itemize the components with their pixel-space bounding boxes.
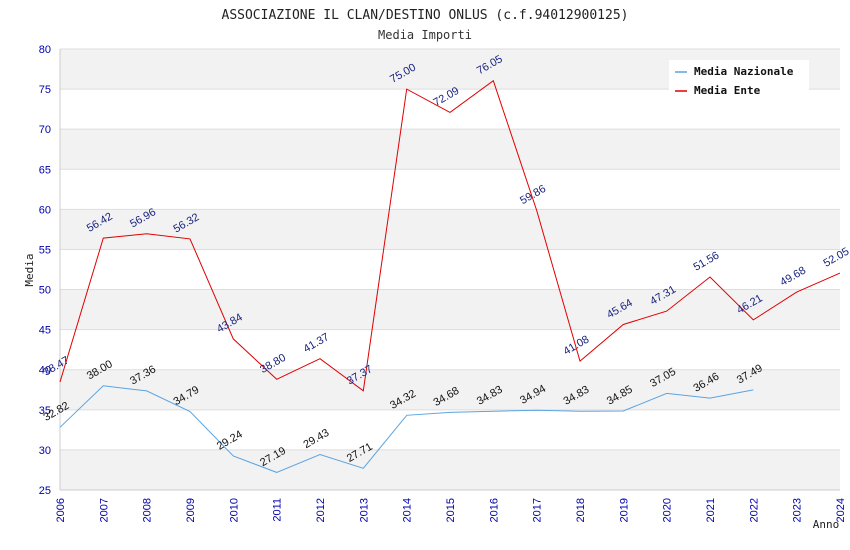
data-label: 59.86 [518, 183, 548, 207]
x-tick-label: 2019 [618, 498, 630, 522]
plot-band [60, 369, 840, 410]
plot-band [60, 209, 840, 250]
series-lines [59, 79, 841, 473]
y-ticks: 25 30 35 40 45 50 55 60 65 70 75 80 [39, 44, 51, 497]
x-tick-label: 2018 [575, 498, 587, 522]
y-tick-label: 40 [39, 365, 51, 377]
plot-bands [60, 49, 840, 490]
data-label: 29.24 [215, 428, 245, 452]
plot-band [60, 449, 840, 490]
series-line-media-nazionale [59, 385, 754, 473]
x-ticks: 2006 2007 2008 2009 2010 2011 2012 2013 2014 2015… [55, 498, 847, 522]
chart-title: ASSOCIAZIONE IL CLAN/DESTINO ONLUS (c.f.… [222, 8, 629, 23]
x-tick-label: 2009 [185, 498, 197, 522]
x-tick-label: 2012 [315, 498, 327, 522]
x-tick-label: 2007 [98, 498, 110, 522]
x-tick-label: 2013 [358, 498, 370, 522]
data-label: 51.56 [692, 249, 722, 273]
x-tick-label: 2010 [228, 498, 240, 522]
y-tick-label: 75 [39, 84, 51, 96]
y-tick-label: 50 [39, 285, 51, 297]
y-tick-label: 30 [39, 445, 51, 457]
x-tick-label: 2014 [402, 498, 414, 522]
data-label: 41.08 [562, 334, 592, 358]
chart-subtitle: Media Importi [378, 28, 472, 42]
y-tick-label: 60 [39, 204, 51, 216]
data-label: 49.68 [778, 265, 808, 289]
plot-band [60, 129, 840, 170]
legend-box [669, 60, 809, 100]
legend: Media Nazionale Media Ente [669, 60, 809, 100]
y-tick-label: 25 [39, 485, 51, 497]
x-tick-label: 2016 [488, 498, 500, 522]
y-axis-label: Media [23, 253, 36, 286]
x-tick-label: 2006 [55, 498, 67, 522]
data-label: 29.43 [302, 427, 332, 451]
x-tick-label: 2024 [835, 498, 847, 522]
x-tick-label: 2023 [792, 498, 804, 522]
y-tick-label: 65 [39, 164, 51, 176]
y-tick-label: 45 [39, 325, 51, 337]
legend-label-media-nazionale: Media Nazionale [694, 65, 794, 78]
x-tick-label: 2015 [445, 498, 457, 522]
x-tick-label: 2021 [705, 498, 717, 522]
legend-label-media-ente: Media Ente [694, 84, 761, 97]
x-axis-label: Anno [813, 518, 840, 531]
x-tick-label: 2011 [272, 498, 284, 522]
gridlines [60, 48, 840, 491]
x-tick-label: 2022 [748, 498, 760, 522]
x-tick-label: 2008 [142, 498, 154, 522]
y-tick-label: 70 [39, 124, 51, 136]
x-tick-label: 2020 [662, 498, 674, 522]
y-tick-label: 55 [39, 244, 51, 256]
x-tick-label: 2017 [532, 498, 544, 522]
series-line-media-ente [59, 79, 841, 392]
data-label: 41.37 [302, 331, 332, 355]
y-tick-label: 35 [39, 405, 51, 417]
y-tick-label: 80 [39, 44, 51, 56]
plot-band [60, 289, 840, 330]
